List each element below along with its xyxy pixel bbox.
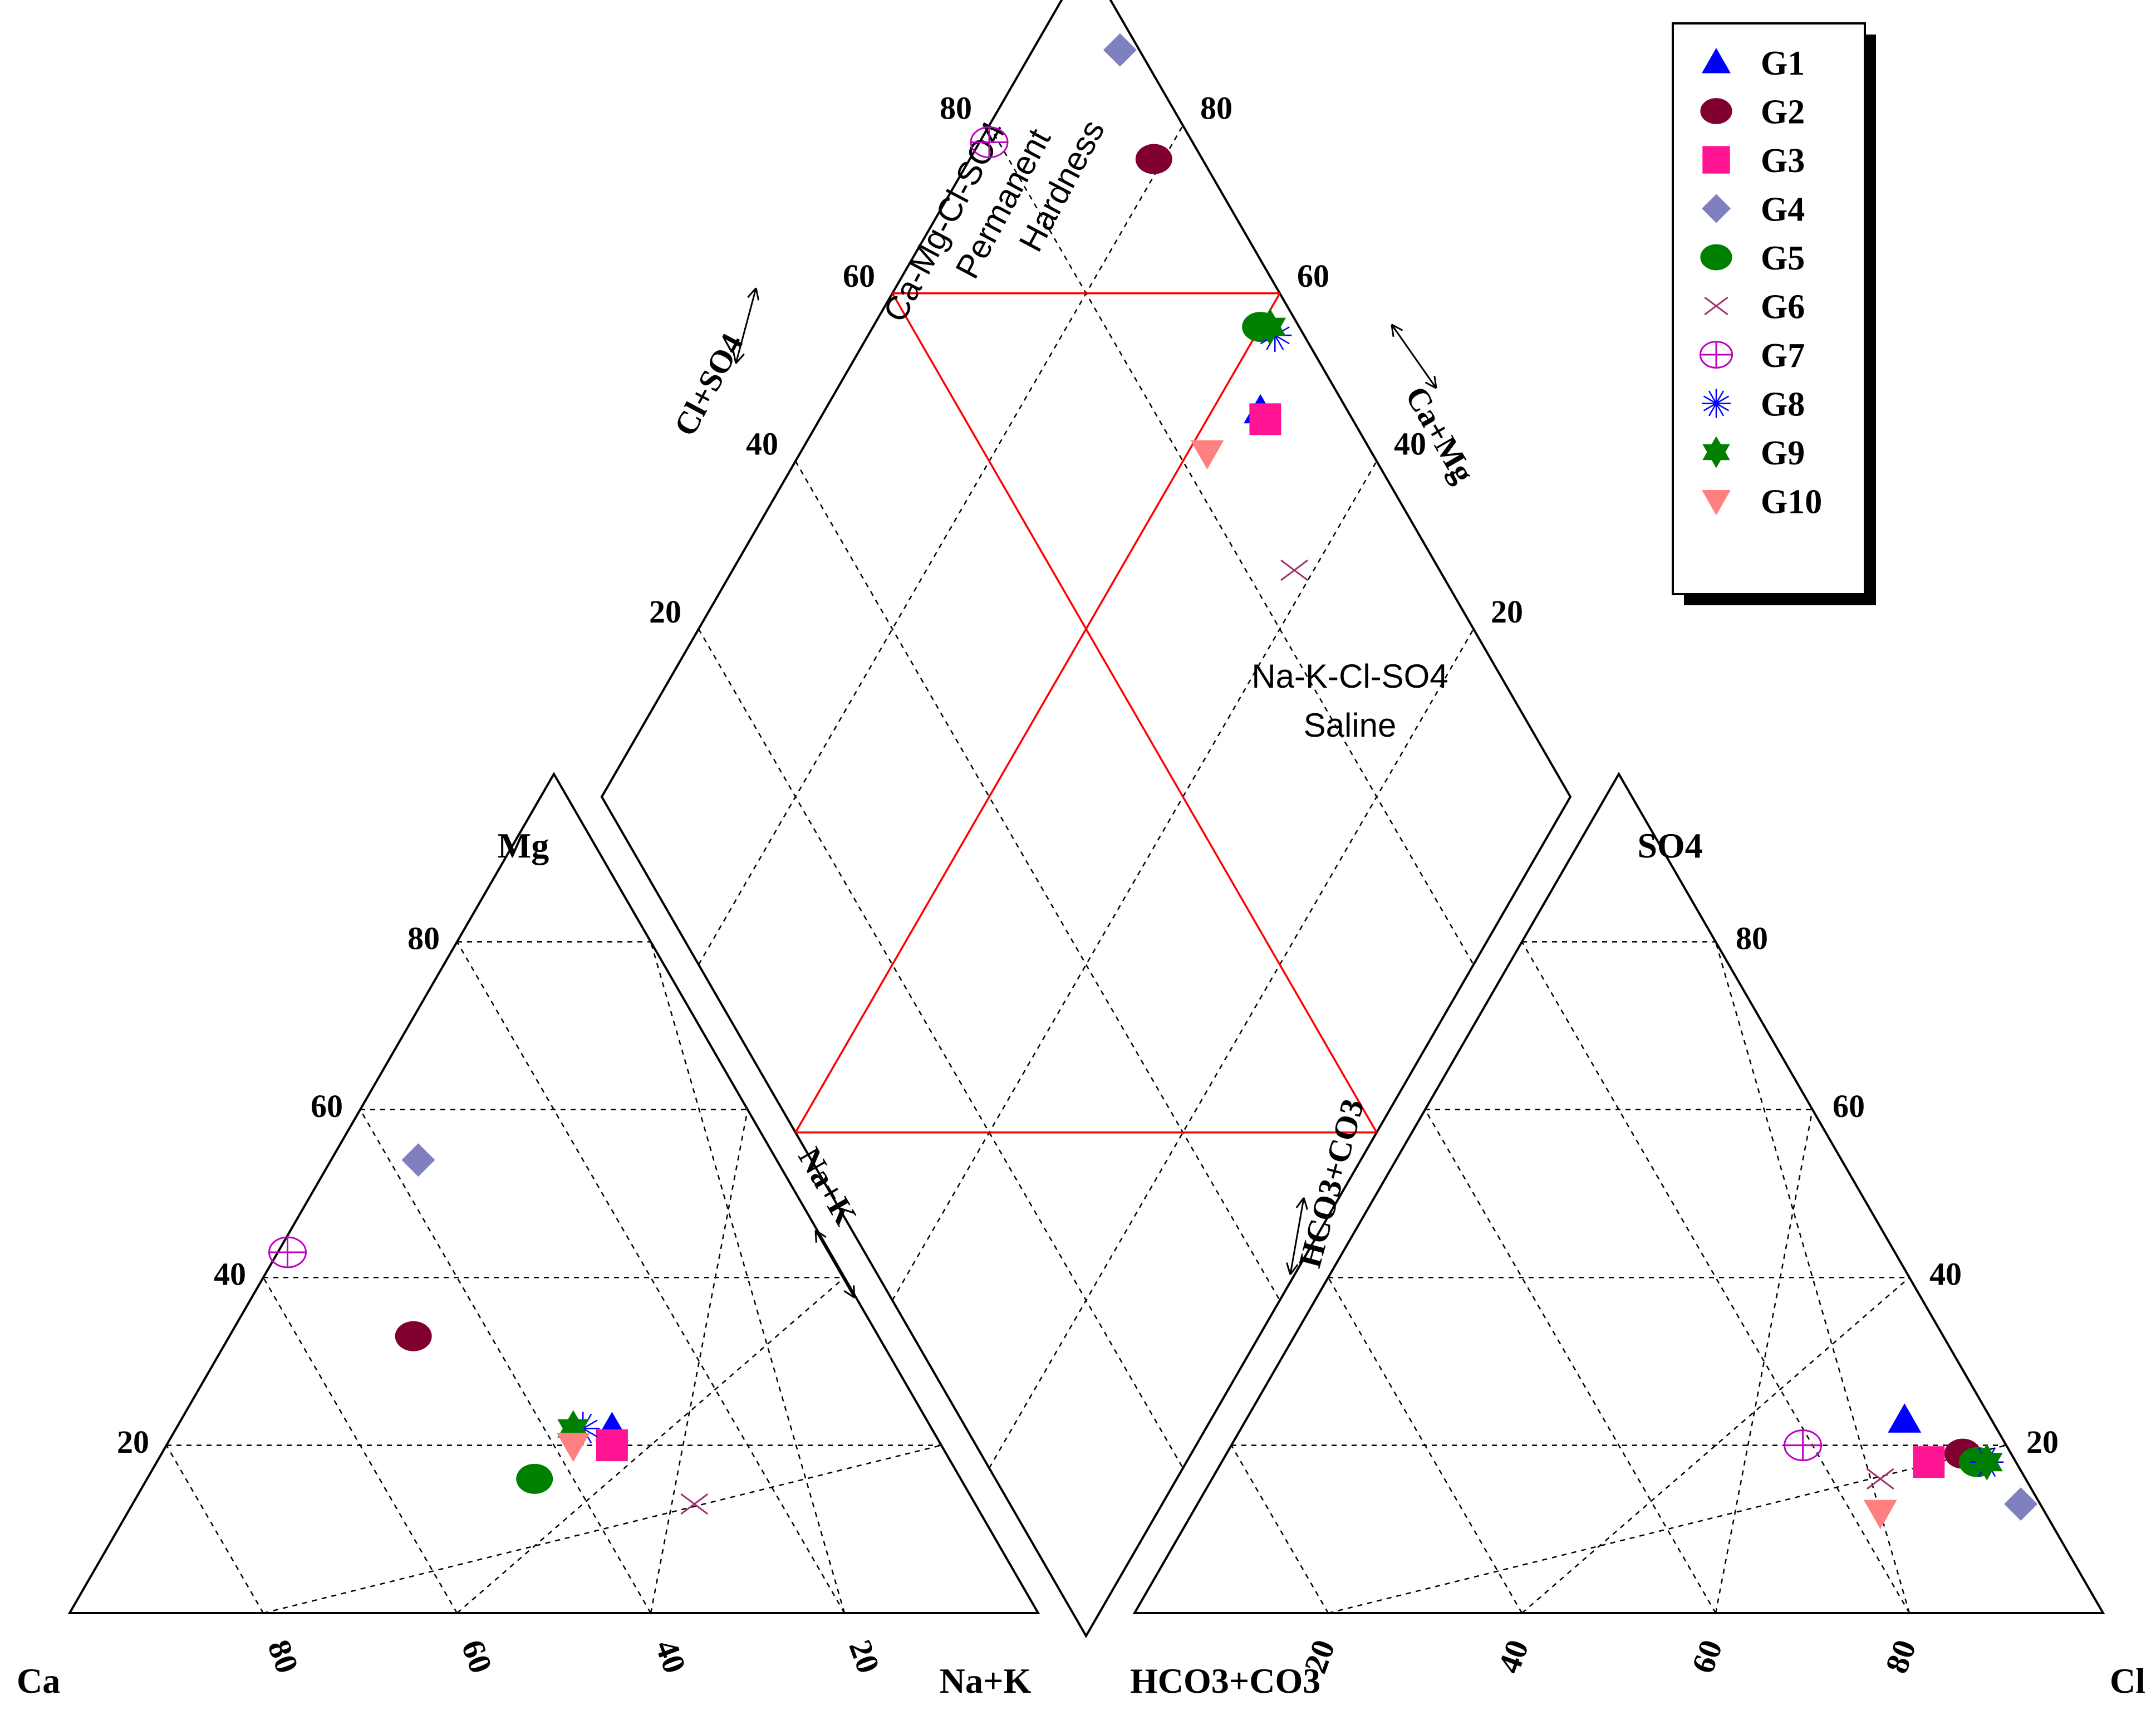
diamond-point-g2 — [1135, 144, 1172, 174]
annotation-saline: Na-K-Cl-SO4 Saline — [1251, 658, 1448, 744]
tick-label: 80 — [940, 90, 972, 126]
diamond-grid-line — [794, 460, 1281, 1301]
legend-label-g3: G3 — [1761, 142, 1805, 180]
legend-label-g5: G5 — [1761, 239, 1805, 277]
diamond-point-g4 — [1103, 33, 1137, 67]
diamond-point-g9 — [1254, 308, 1286, 346]
legend-label-g2: G2 — [1761, 94, 1805, 131]
diamond-grid-line — [988, 628, 1475, 1469]
diamond-grid-line — [891, 460, 1378, 1301]
cation-grid-line — [650, 942, 846, 1614]
tick-label: 40 — [214, 1256, 246, 1292]
tick-label: 40 — [746, 426, 778, 462]
diamond-point-g7 — [970, 126, 1009, 159]
legend-label-g10: G10 — [1761, 483, 1822, 521]
legend-marker-g2 — [1700, 98, 1732, 124]
annotation-line: Na-K-Cl-SO4 — [1251, 658, 1448, 695]
anion-grid-line — [1230, 1444, 1329, 1614]
anion-grid-line — [1715, 942, 1911, 1614]
tick-label: 60 — [311, 1088, 343, 1124]
classification-line — [891, 292, 1378, 1133]
tick-label: 60 — [1833, 1088, 1865, 1124]
double-arrow-icon — [732, 287, 760, 364]
anion-grid-line — [1327, 1277, 1523, 1614]
cation-grid-line — [359, 1109, 652, 1614]
cation-point-g2 — [395, 1321, 432, 1351]
legend-label-g7: G7 — [1761, 337, 1805, 375]
annotation-line: Saline — [1304, 707, 1397, 744]
anion-point-g1 — [1888, 1403, 1922, 1433]
corner-label-cl: Cl — [2110, 1661, 2145, 1701]
legend-marker-g3 — [1702, 146, 1730, 174]
legend-label-g9: G9 — [1761, 434, 1805, 472]
cation-point-g7 — [268, 1236, 307, 1268]
anion-point-g7 — [1784, 1429, 1823, 1462]
legend-marker-g7 — [1699, 341, 1733, 369]
tick-label: 20 — [1491, 594, 1523, 630]
tick-label: 20 — [117, 1424, 149, 1460]
legend-label-g6: G6 — [1761, 288, 1805, 326]
tick-label: 60 — [1297, 258, 1329, 294]
anion-point-g9 — [1971, 1443, 2003, 1481]
anion-point-g3 — [1913, 1446, 1945, 1478]
cation-point-g10 — [556, 1433, 590, 1462]
legend-label-g1: G1 — [1761, 45, 1805, 82]
tick-label: 80 — [1200, 90, 1232, 126]
double-arrow-icon — [1391, 324, 1437, 389]
cation-point-g3 — [596, 1429, 628, 1462]
corner-label-hco3: HCO3+CO3 — [1130, 1661, 1320, 1701]
anion-grid-line — [1521, 941, 1911, 1614]
double-arrow-icon — [1286, 1197, 1308, 1275]
diamond-grid-line — [698, 125, 1184, 966]
anion-grid-line — [1424, 1109, 1717, 1614]
diamond-field — [600, 0, 1572, 1639]
corner-label-nak: Na+K — [940, 1661, 1032, 1701]
anion-triangle — [1132, 771, 2105, 1614]
cation-grid-line — [263, 1444, 942, 1614]
legend-marker-g6 — [1704, 296, 1728, 316]
legend-marker-g9 — [1702, 436, 1730, 468]
diamond-point-g6 — [1280, 559, 1309, 581]
anion-point-g10 — [1863, 1500, 1897, 1530]
tick-label: 20 — [2026, 1424, 2059, 1460]
legend-label-g8: G8 — [1761, 386, 1805, 424]
corner-label-mg: Mg — [498, 826, 549, 865]
cation-grid-line — [456, 941, 846, 1614]
diamond-point-g10 — [1190, 440, 1224, 470]
diamond-grid-line — [988, 125, 1475, 966]
cation-point-g4 — [401, 1143, 435, 1177]
tick-label: 40 — [1929, 1256, 1962, 1292]
corner-label-so4: SO4 — [1637, 826, 1702, 865]
tick-label: 80 — [1736, 920, 1768, 957]
legend-marker-g4 — [1702, 194, 1731, 223]
legend-marker-g10 — [1702, 490, 1731, 516]
anion-point-g6 — [1866, 1468, 1894, 1490]
cation-point-g5 — [516, 1463, 553, 1494]
cation-triangle — [67, 771, 1040, 1614]
tick-label: 20 — [649, 594, 681, 630]
anion-grid-line — [1328, 1444, 2007, 1614]
tick-label: 60 — [843, 258, 875, 294]
cation-point-g6 — [680, 1493, 709, 1515]
legend-marker-g5 — [1700, 244, 1732, 271]
corner-label-ca: Ca — [17, 1661, 60, 1701]
legend-marker-g1 — [1702, 48, 1731, 74]
legend-marker-g8 — [1702, 389, 1731, 418]
diamond-point-g3 — [1249, 403, 1281, 435]
cation-grid-line — [262, 1277, 458, 1614]
diamond-grid-line — [698, 628, 1184, 1469]
legend-label-g4: G4 — [1761, 191, 1805, 229]
cation-grid-line — [165, 1444, 264, 1614]
classification-line — [794, 292, 1281, 1133]
tick-label: 40 — [1394, 426, 1426, 462]
anion-point-g4 — [2004, 1487, 2038, 1521]
tick-label: 80 — [407, 920, 440, 957]
double-arrow-icon — [814, 1229, 856, 1299]
